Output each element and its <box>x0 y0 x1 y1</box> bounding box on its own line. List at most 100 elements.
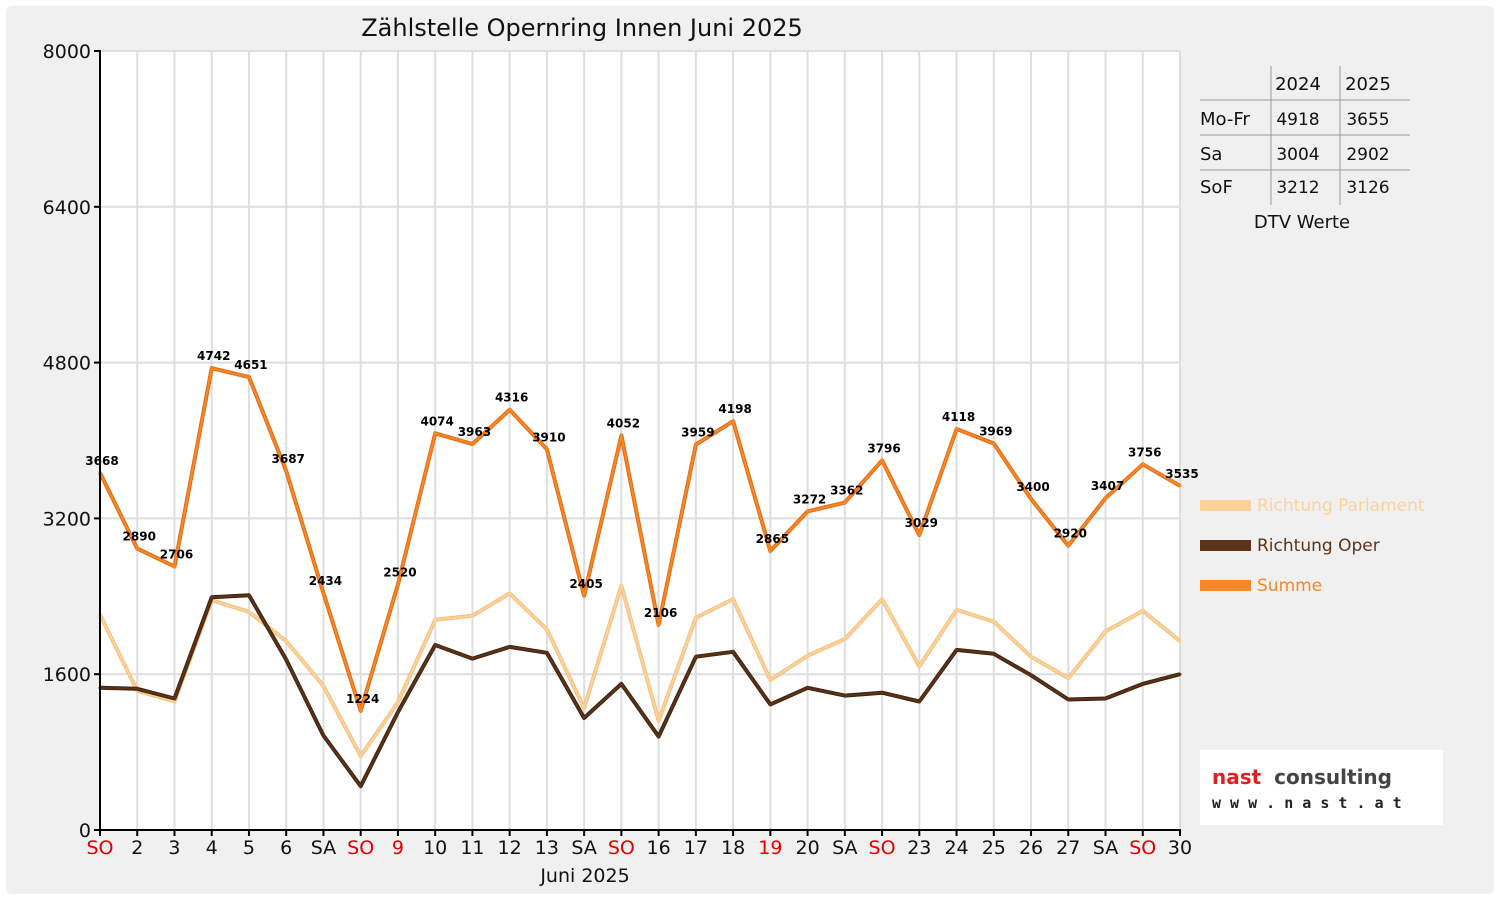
dtv-cell: 3126 <box>1346 178 1389 198</box>
legend-swatch-oper <box>1200 540 1251 551</box>
x-axis-ticks: SO 2 3 4 5 6 SA SO 9 10 11 12 13 SA SO 16 17 18 19 20 SA SO 23… <box>86 830 1192 859</box>
data-point <box>694 616 698 620</box>
data-label: 4074 <box>420 414 453 428</box>
data-point <box>433 431 437 435</box>
logo-text: nast consulting <box>1212 765 1392 789</box>
legend-label-parlament: Richtung Parlament <box>1257 496 1425 516</box>
dtv-row-label: Mo-Fr <box>1200 109 1250 130</box>
data-point <box>917 664 921 668</box>
data-point <box>768 702 772 706</box>
data-point <box>433 643 437 647</box>
data-point <box>657 735 661 739</box>
data-point <box>210 366 214 370</box>
x-tick-label: SA <box>832 837 857 859</box>
data-point <box>657 719 661 723</box>
data-label: 3272 <box>793 492 826 506</box>
data-label: 3959 <box>681 425 714 439</box>
legend-label-summe: Summe <box>1257 576 1322 596</box>
x-tick-label: SA <box>311 837 336 859</box>
x-tick-label: SO <box>608 837 635 859</box>
x-tick-label: 25 <box>982 837 1006 859</box>
logo-url: w w w . n a s t . a t <box>1212 794 1402 812</box>
data-point <box>619 584 623 588</box>
data-label: 2890 <box>123 530 156 544</box>
data-point <box>321 591 325 595</box>
data-label: 2520 <box>383 566 416 580</box>
x-tick-label: 30 <box>1168 837 1192 859</box>
data-point <box>545 447 549 451</box>
dtv-cell: 3212 <box>1276 178 1319 198</box>
legend-swatch-summe <box>1200 580 1251 591</box>
data-point <box>1104 496 1108 500</box>
dtv-row-label: Sa <box>1200 144 1222 165</box>
legend-swatch-parlament <box>1200 500 1251 511</box>
y-tick-label: 6400 <box>43 197 91 219</box>
data-point <box>321 684 325 688</box>
data-point <box>955 608 959 612</box>
data-point <box>284 639 288 643</box>
data-point <box>619 682 623 686</box>
chart-title: Zählstelle Opernring Innen Juni 2025 <box>361 14 803 42</box>
data-label: 3407 <box>1091 479 1124 493</box>
x-tick-label: 4 <box>206 837 218 859</box>
x-tick-label: 3 <box>168 837 180 859</box>
data-point <box>582 594 586 598</box>
x-tick-label: 17 <box>684 837 708 859</box>
x-tick-label: 11 <box>460 837 484 859</box>
x-tick-label: 19 <box>758 837 782 859</box>
data-point <box>657 623 661 627</box>
data-label: 4198 <box>718 402 751 416</box>
data-point <box>880 691 884 695</box>
dtv-table: 2024 2025 Mo-Fr 4918 3655 Sa 3004 2902 S… <box>1200 66 1410 233</box>
data-point <box>582 706 586 710</box>
data-point <box>247 593 251 597</box>
data-point <box>768 549 772 553</box>
data-point <box>545 627 549 631</box>
data-point <box>470 657 474 661</box>
dtv-header-2024: 2024 <box>1275 74 1321 95</box>
data-point <box>210 595 214 599</box>
data-point <box>806 654 810 658</box>
data-point <box>1066 676 1070 680</box>
data-label: 3400 <box>1016 480 1049 494</box>
data-label: 3756 <box>1128 445 1161 459</box>
data-label: 2106 <box>644 606 677 620</box>
data-point <box>1104 697 1108 701</box>
data-point <box>1066 544 1070 548</box>
x-tick-label: 23 <box>907 837 931 859</box>
dtv-caption: DTV Werte <box>1254 212 1350 233</box>
data-point <box>1029 497 1033 501</box>
data-point <box>768 678 772 682</box>
data-label: 2434 <box>309 574 342 588</box>
data-point <box>172 699 176 703</box>
data-point <box>1141 609 1145 613</box>
data-point <box>694 655 698 659</box>
data-point <box>135 687 139 691</box>
data-label: 3687 <box>272 452 305 466</box>
x-tick-label: 6 <box>280 837 292 859</box>
data-label: 2405 <box>569 577 602 591</box>
series-lines <box>98 366 1182 789</box>
data-point <box>396 583 400 587</box>
data-point <box>582 716 586 720</box>
data-label: 3796 <box>867 441 900 455</box>
dtv-cell: 4918 <box>1276 110 1319 130</box>
dtv-cell: 2902 <box>1346 145 1389 165</box>
x-tick-label: SA <box>1093 837 1118 859</box>
data-label: 3029 <box>905 516 938 530</box>
y-tick-label: 8000 <box>43 41 91 63</box>
data-label: 4052 <box>607 416 640 430</box>
data-point <box>470 442 474 446</box>
data-point <box>1178 639 1182 643</box>
y-axis-ticks: 0 1600 3200 4800 6400 8000 <box>43 41 100 842</box>
y-tick-label: 0 <box>79 820 91 842</box>
data-labels: 3668 2890 2706 4742 4651 3687 2434 1224 2520 4074… <box>85 349 1198 706</box>
data-point <box>135 547 139 551</box>
data-point <box>694 442 698 446</box>
x-tick-label: SO <box>86 837 113 859</box>
data-label: 3668 <box>85 454 118 468</box>
data-label: 4742 <box>197 349 230 363</box>
x-tick-label: 9 <box>392 837 404 859</box>
